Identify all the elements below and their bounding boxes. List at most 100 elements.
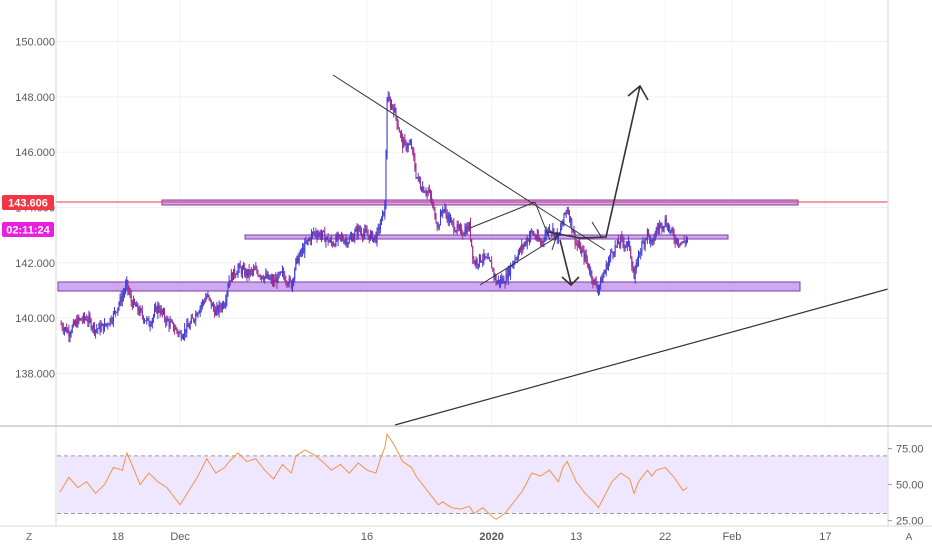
candle-body: [234, 269, 236, 276]
candle-body: [639, 251, 641, 254]
candle-body: [346, 239, 348, 245]
countdown-tag-text: 02:11:24: [6, 225, 50, 237]
candle-body: [457, 224, 459, 228]
candle-body: [394, 108, 396, 113]
auto-scale-button[interactable]: A: [906, 532, 913, 543]
triangle-lower-line[interactable]: [479, 234, 561, 286]
candle-body: [486, 257, 488, 259]
candle-body: [682, 241, 684, 243]
candle-body: [304, 242, 306, 253]
candle-body: [107, 323, 109, 325]
candle-body: [436, 222, 438, 227]
candle-body: [374, 235, 376, 238]
candle-body: [317, 234, 319, 238]
candle-body: [402, 136, 404, 148]
candle-body: [412, 147, 414, 150]
candle-body: [265, 274, 267, 277]
candle-body: [172, 322, 174, 330]
trend-drawings[interactable]: [332, 74, 889, 426]
candle-body: [516, 258, 518, 260]
candle-body: [278, 273, 280, 275]
lower-support-zone[interactable]: [57, 281, 801, 292]
candle-body: [456, 224, 458, 231]
bearish-arrow-head[interactable]: [561, 276, 580, 287]
candle-body: [352, 236, 354, 242]
candle-body: [613, 253, 615, 255]
bullish-arrow-head[interactable]: [627, 84, 649, 101]
candle-body: [643, 242, 645, 246]
candle-body: [146, 318, 148, 322]
candle-body: [662, 227, 664, 229]
candle-body: [338, 234, 340, 236]
candle-body: [138, 310, 140, 314]
candle-body: [182, 335, 184, 338]
candle-body: [294, 269, 296, 279]
candle-body: [522, 244, 524, 248]
candle-body: [179, 332, 181, 334]
candle-body: [524, 241, 526, 245]
candle-body: [144, 320, 146, 322]
candle-body: [572, 229, 574, 233]
candle-body: [329, 239, 331, 242]
candle-body: [399, 132, 401, 134]
candle-body: [187, 323, 189, 327]
candle-body: [527, 239, 529, 242]
bullish-scenario-arrow[interactable]: [547, 85, 641, 239]
candle-body: [581, 250, 583, 254]
breakout-tick-mark[interactable]: [591, 221, 603, 239]
candle-body: [247, 269, 249, 277]
candle-body: [526, 239, 528, 245]
candle-body: [629, 241, 631, 249]
price-tick-label: 146.000: [15, 147, 55, 159]
candle-body: [382, 211, 384, 217]
candle-body: [661, 223, 663, 229]
pullback-tick-mark[interactable]: [551, 231, 559, 251]
candle-body: [90, 319, 92, 329]
candle-body: [562, 221, 564, 226]
candle-body: [219, 304, 221, 308]
candle-body: [290, 280, 292, 289]
candle-body: [156, 306, 158, 314]
candle-body: [567, 209, 569, 214]
ascending-long-trendline[interactable]: [394, 288, 889, 426]
candle-body: [451, 219, 453, 222]
candle-body: [627, 241, 629, 243]
triangle-right-line[interactable]: [534, 201, 551, 241]
candle-body: [481, 261, 483, 263]
candle-body: [501, 278, 503, 282]
candle-body: [250, 270, 252, 272]
candle-body: [199, 307, 201, 312]
descending-trendline[interactable]: [332, 74, 606, 251]
candle-body: [538, 239, 540, 242]
candle-body: [369, 233, 371, 240]
bearish-scenario-arrow[interactable]: [559, 239, 572, 285]
candle-body: [142, 316, 144, 321]
candle-body: [398, 128, 400, 133]
time-tick-label: 17: [819, 531, 831, 543]
candle-body: [460, 227, 461, 229]
middle-support-zone[interactable]: [244, 234, 729, 240]
candle-body: [282, 270, 283, 272]
candle-body: [617, 239, 619, 245]
candle-body: [150, 324, 152, 326]
candle-body: [439, 212, 441, 226]
candle-body: [322, 230, 324, 236]
candle-body: [274, 279, 276, 283]
triangle-upper-line[interactable]: [469, 201, 536, 229]
candle-body: [98, 324, 100, 329]
candle-body: [327, 236, 329, 243]
candle-body: [261, 276, 263, 279]
candle-body: [288, 278, 290, 285]
candle-body: [612, 251, 614, 255]
candle-body: [580, 244, 582, 254]
candle-body: [314, 232, 316, 234]
candle-body: [536, 234, 538, 239]
candle-body: [342, 236, 344, 241]
candle-body: [472, 245, 474, 259]
candle-body: [591, 271, 593, 280]
candle-body: [442, 210, 444, 213]
timezone-button[interactable]: Z: [26, 532, 32, 543]
candle-body: [238, 264, 240, 268]
candle-body: [214, 308, 216, 316]
